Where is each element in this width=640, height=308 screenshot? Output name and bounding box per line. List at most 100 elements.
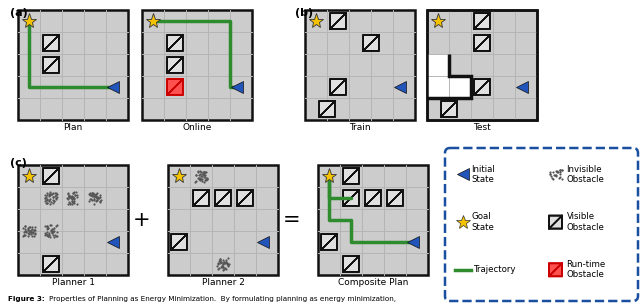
Point (26, 227, 36, 232)
Point (219, 267, 229, 272)
Bar (427, 10, 537, 120)
Point (44, 234, 54, 239)
Point (18, 233, 28, 238)
Point (88, 193, 98, 198)
Point (43, 233, 53, 238)
Point (67, 196, 77, 201)
Point (87, 191, 97, 196)
Point (221, 260, 231, 265)
FancyBboxPatch shape (167, 79, 183, 95)
Point (48, 201, 58, 206)
Point (223, 256, 233, 261)
Text: Test: Test (473, 123, 491, 132)
Point (92, 196, 102, 201)
Point (87, 194, 97, 199)
Point (51, 229, 61, 234)
Point (28, 226, 38, 231)
Point (42, 191, 52, 196)
Point (70, 192, 80, 197)
Point (40, 232, 51, 237)
Point (63, 193, 74, 198)
Point (549, 172, 559, 177)
Point (212, 266, 223, 271)
Point (28, 230, 38, 235)
Point (51, 223, 61, 228)
Point (49, 225, 60, 230)
Point (553, 169, 563, 174)
Point (44, 232, 54, 237)
Point (47, 228, 58, 233)
Point (545, 171, 555, 176)
Point (552, 169, 562, 174)
Point (84, 198, 94, 203)
Point (65, 201, 76, 206)
Point (62, 196, 72, 201)
Point (92, 195, 102, 200)
Point (64, 194, 74, 199)
Point (20, 227, 31, 232)
Point (555, 175, 565, 180)
Point (23, 225, 33, 230)
Point (545, 172, 556, 177)
Point (196, 170, 206, 175)
Point (49, 199, 59, 204)
Point (27, 230, 37, 235)
Point (194, 176, 204, 181)
Point (191, 173, 202, 178)
Point (198, 170, 208, 175)
Point (65, 194, 75, 199)
Point (86, 193, 97, 198)
Point (24, 230, 35, 235)
FancyBboxPatch shape (43, 256, 59, 272)
FancyBboxPatch shape (171, 234, 187, 250)
Point (65, 195, 75, 200)
Point (216, 263, 227, 268)
Point (40, 196, 51, 201)
Point (91, 199, 101, 204)
Point (67, 194, 77, 199)
Point (93, 195, 104, 200)
Point (72, 201, 83, 206)
Point (198, 172, 208, 176)
Point (46, 191, 56, 196)
Point (85, 197, 95, 201)
Point (223, 264, 234, 269)
FancyBboxPatch shape (474, 35, 490, 51)
Point (194, 172, 204, 177)
Point (20, 223, 30, 228)
Point (555, 168, 565, 173)
Point (195, 177, 205, 182)
FancyBboxPatch shape (215, 190, 231, 206)
Point (68, 191, 79, 196)
Text: Plan: Plan (63, 123, 83, 132)
FancyBboxPatch shape (43, 168, 59, 184)
Point (44, 230, 54, 235)
Point (41, 201, 51, 205)
Text: Figure 3:: Figure 3: (8, 296, 47, 302)
Point (42, 201, 52, 206)
Point (47, 191, 57, 196)
Point (68, 200, 79, 205)
Point (67, 201, 77, 206)
FancyBboxPatch shape (343, 168, 359, 184)
Point (89, 195, 99, 200)
Point (26, 232, 36, 237)
Point (215, 261, 225, 265)
Point (214, 256, 225, 261)
Text: Goal
State: Goal State (471, 213, 494, 232)
Point (195, 175, 205, 180)
Point (48, 194, 58, 199)
Point (44, 198, 54, 203)
FancyBboxPatch shape (237, 190, 253, 206)
Point (87, 198, 97, 203)
Text: (b): (b) (295, 8, 313, 18)
Point (193, 169, 203, 174)
Point (43, 232, 53, 237)
Point (218, 257, 228, 262)
Point (21, 229, 31, 234)
Text: Online: Online (182, 123, 212, 132)
Point (25, 225, 35, 230)
Point (51, 193, 61, 198)
Point (42, 226, 52, 231)
Point (48, 190, 58, 195)
